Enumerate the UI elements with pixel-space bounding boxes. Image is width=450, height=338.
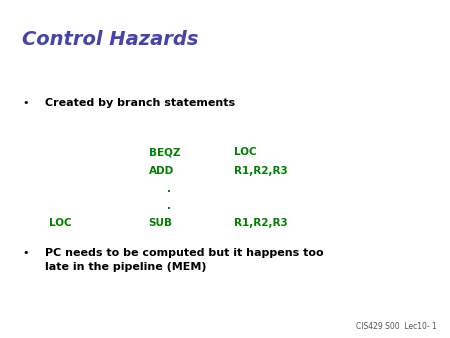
Text: •: •: [22, 248, 29, 259]
Text: Control Hazards: Control Hazards: [22, 30, 199, 49]
Text: BEQZ: BEQZ: [148, 147, 180, 157]
Text: .: .: [166, 201, 171, 211]
Text: PC needs to be computed but it happens too
late in the pipeline (MEM): PC needs to be computed but it happens t…: [45, 248, 324, 272]
Text: R1,R2,R3: R1,R2,R3: [234, 218, 288, 228]
Text: LOC: LOC: [50, 218, 72, 228]
Text: ADD: ADD: [148, 166, 174, 176]
Text: Created by branch statements: Created by branch statements: [45, 98, 235, 108]
Text: •: •: [22, 98, 29, 108]
Text: R1,R2,R3: R1,R2,R3: [234, 166, 288, 176]
Text: CIS429 S00  Lec10- 1: CIS429 S00 Lec10- 1: [356, 322, 436, 331]
Text: .: .: [166, 184, 171, 194]
Text: LOC: LOC: [234, 147, 256, 157]
Text: SUB: SUB: [148, 218, 172, 228]
